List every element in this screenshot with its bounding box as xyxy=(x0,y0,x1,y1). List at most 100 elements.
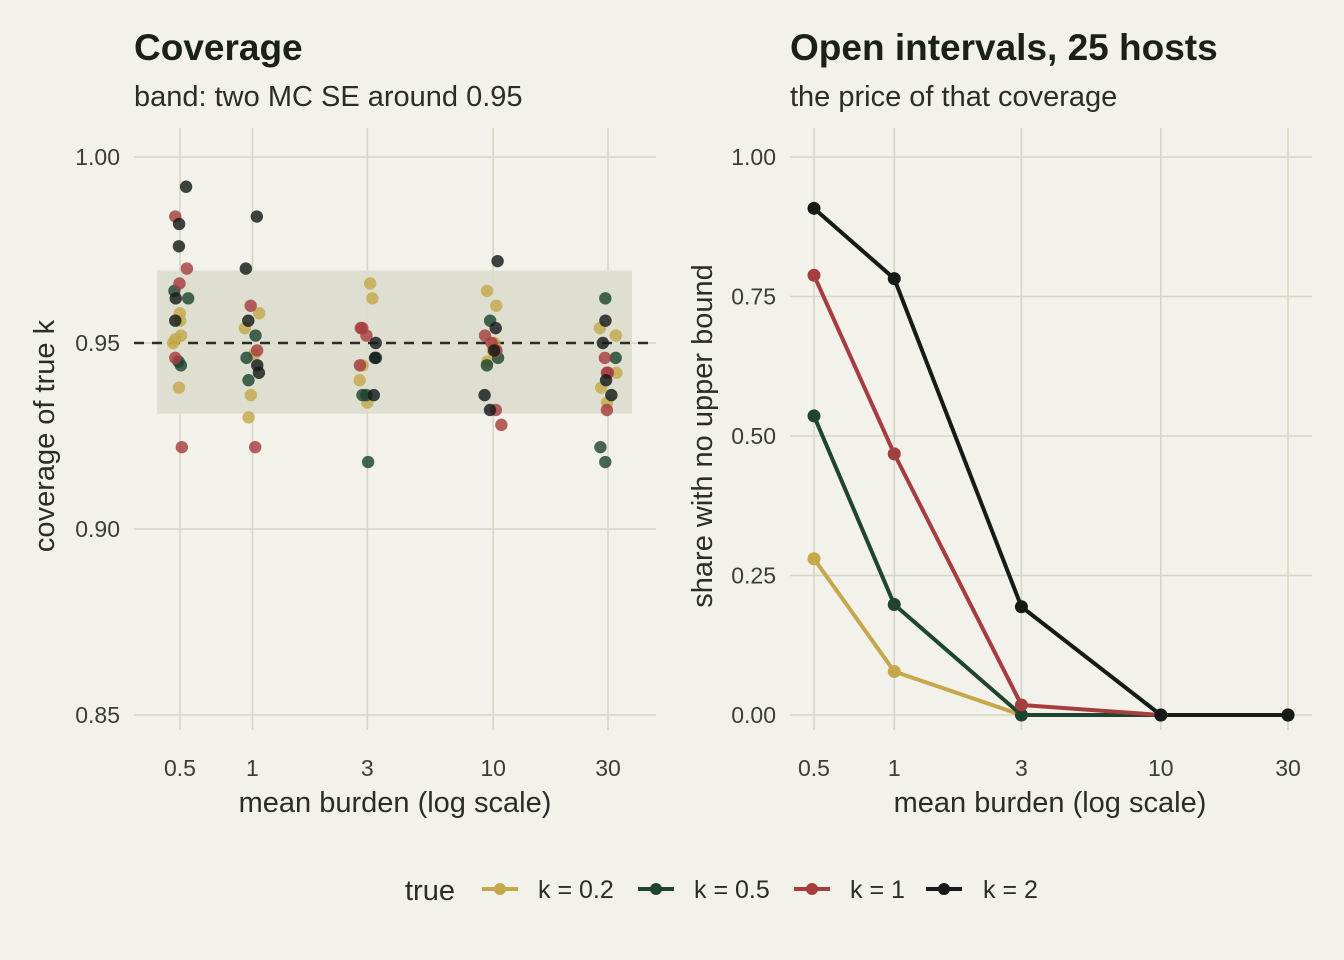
legend-title: true xyxy=(405,875,455,907)
y-tick-label: 0.00 xyxy=(731,702,776,728)
left-x-axis-title: mean burden (log scale) xyxy=(239,787,552,819)
point-k-0.5 xyxy=(594,440,607,454)
point-k-1 xyxy=(250,344,264,357)
point-k-0.2 xyxy=(244,388,258,402)
point-k-1 xyxy=(600,403,614,417)
point-k-2 xyxy=(172,217,186,231)
point-k-0.2 xyxy=(242,411,255,424)
point-k-2 xyxy=(169,292,182,305)
point-k-0.2 xyxy=(363,277,377,290)
point-k-2 xyxy=(1154,708,1168,722)
legend-swatch-dot xyxy=(494,883,506,895)
coverage-points xyxy=(166,180,623,469)
point-k-0.5 xyxy=(1014,708,1028,722)
right-panel: Open intervals, 25 hosts the price of th… xyxy=(687,27,1312,819)
point-k-2 xyxy=(599,314,612,327)
right-y-tick-labels: 0.00 0.25 0.50 0.75 1.00 xyxy=(731,144,776,728)
point-k-2 xyxy=(172,240,186,253)
point-k-1 xyxy=(353,359,367,372)
y-tick-label: 1.00 xyxy=(731,144,776,170)
point-k-0.5 xyxy=(356,388,369,402)
point-k-2 xyxy=(1014,600,1028,614)
y-tick-label: 0.50 xyxy=(731,423,776,449)
y-tick-label: 0.95 xyxy=(75,330,120,356)
point-k-2 xyxy=(596,336,610,350)
point-k-0.5 xyxy=(609,351,622,365)
y-tick-label: 0.85 xyxy=(75,702,120,728)
point-k-0.2 xyxy=(253,307,266,320)
point-k-2 xyxy=(250,210,264,223)
x-tick-label: 30 xyxy=(595,755,621,781)
right-x-axis-title: mean burden (log scale) xyxy=(894,787,1207,819)
legend-item-k-0.5: k = 0.5 xyxy=(638,876,770,904)
point-k-1 xyxy=(360,329,373,342)
point-k-2 xyxy=(807,201,821,215)
y-tick-label: 0.90 xyxy=(75,516,120,542)
point-k-0.5 xyxy=(182,292,195,305)
right-x-tick-labels: 0.5 1 3 10 30 xyxy=(798,755,1301,781)
left-panel-title: Coverage xyxy=(134,27,303,68)
point-k-0.5 xyxy=(807,409,821,423)
right-gridlines xyxy=(790,128,1312,730)
legend-swatch-dot xyxy=(650,883,662,895)
point-k-1 xyxy=(173,277,186,290)
point-k-2 xyxy=(478,388,491,402)
legend-item-k-2: k = 2 xyxy=(926,876,1038,904)
point-k-1 xyxy=(1014,698,1028,712)
point-k-0.2 xyxy=(480,284,494,298)
point-k-0.5 xyxy=(599,292,612,305)
x-tick-label: 0.5 xyxy=(164,755,196,781)
point-k-2 xyxy=(483,403,497,417)
point-k-2 xyxy=(1281,708,1295,722)
y-tick-label: 1.00 xyxy=(75,144,120,170)
x-tick-label: 3 xyxy=(1015,755,1028,781)
point-k-2 xyxy=(491,254,504,268)
legend-swatch-dot xyxy=(806,883,818,895)
legend-label: k = 0.5 xyxy=(694,876,770,904)
left-y-tick-labels: 0.85 0.90 0.95 1.00 xyxy=(75,144,120,728)
left-x-tick-labels: 0.5 1 3 10 30 xyxy=(164,755,621,781)
point-k-0.2 xyxy=(353,374,366,387)
point-k-0.5 xyxy=(599,455,612,469)
point-k-0.2 xyxy=(490,299,503,312)
point-k-0.5 xyxy=(249,329,262,342)
x-tick-label: 1 xyxy=(888,755,901,781)
point-k-0.2 xyxy=(887,664,901,678)
point-k-1 xyxy=(180,262,194,275)
point-k-0.2 xyxy=(807,552,821,566)
left-panel: Coverage band: two MC SE around 0.95 0.8… xyxy=(29,27,656,819)
point-k-2 xyxy=(239,262,253,275)
point-k-2 xyxy=(487,344,501,357)
legend-label: k = 2 xyxy=(983,876,1038,904)
legend-item-k-0.2: k = 0.2 xyxy=(482,876,614,904)
left-y-axis-title: coverage of true k xyxy=(29,319,61,552)
point-k-2 xyxy=(605,388,618,402)
legend-swatch-dot xyxy=(938,883,950,895)
x-tick-label: 30 xyxy=(1275,755,1301,781)
point-k-2 xyxy=(252,366,266,379)
point-k-1 xyxy=(175,440,189,454)
point-k-2 xyxy=(367,388,380,402)
point-k-2 xyxy=(179,180,193,193)
point-k-0.5 xyxy=(480,359,494,372)
legend: true k = 0.2 k = 0.5 k = 1 k = 2 xyxy=(405,875,1038,907)
x-tick-label: 10 xyxy=(1148,755,1174,781)
point-k-0.2 xyxy=(610,366,623,379)
y-tick-label: 0.25 xyxy=(731,563,776,589)
point-k-1 xyxy=(169,351,182,365)
point-k-1 xyxy=(598,351,612,365)
point-k-2 xyxy=(489,321,502,335)
point-k-0.5 xyxy=(361,455,375,469)
right-panel-subtitle: the price of that coverage xyxy=(790,81,1117,113)
point-k-0.2 xyxy=(609,329,623,342)
legend-item-k-1: k = 1 xyxy=(794,876,905,904)
point-k-2 xyxy=(368,351,382,365)
point-k-1 xyxy=(495,418,508,432)
point-k-2 xyxy=(369,336,382,350)
open-interval-points xyxy=(807,201,1295,722)
point-k-2 xyxy=(599,374,613,387)
point-k-0.2 xyxy=(366,292,379,305)
point-k-2 xyxy=(242,314,255,327)
